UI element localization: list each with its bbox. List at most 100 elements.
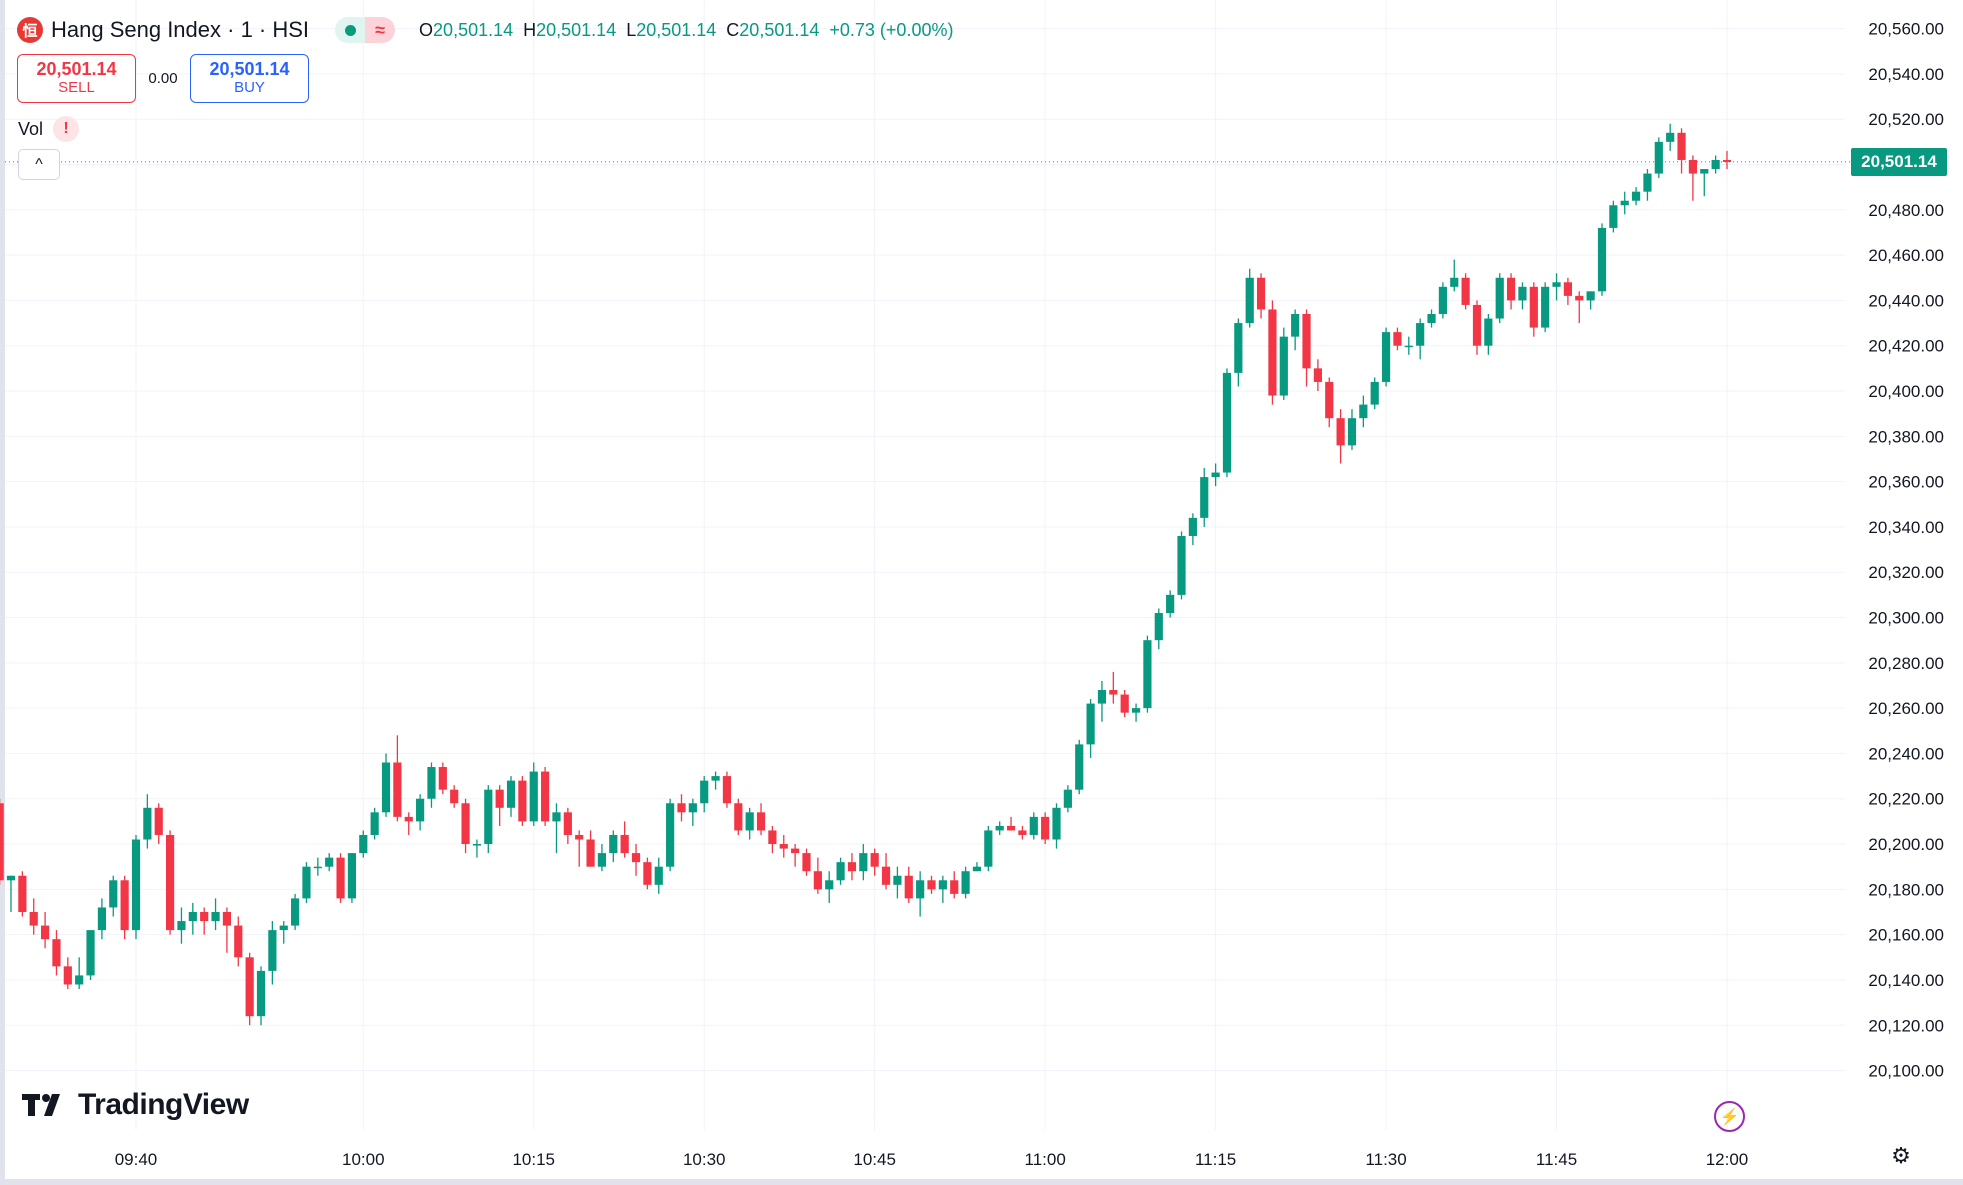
candle[interactable] (1234, 318, 1243, 387)
candle[interactable] (1722, 150, 1732, 170)
candle[interactable] (756, 803, 766, 835)
candle[interactable] (1154, 608, 1163, 650)
candle[interactable] (984, 825, 993, 872)
candle[interactable] (1484, 313, 1493, 355)
candle[interactable] (972, 862, 982, 872)
candle[interactable] (597, 844, 607, 872)
candle[interactable] (938, 875, 947, 903)
candle[interactable] (427, 762, 436, 808)
candle[interactable] (200, 907, 209, 935)
candle[interactable] (393, 735, 402, 822)
candle[interactable] (109, 875, 118, 917)
candle[interactable] (1131, 703, 1141, 722)
candle[interactable] (950, 871, 959, 899)
candle[interactable] (461, 798, 470, 854)
candle[interactable] (575, 830, 584, 867)
candle[interactable] (188, 902, 197, 935)
candle[interactable] (1302, 309, 1311, 387)
candle[interactable] (654, 857, 663, 894)
last-price-label[interactable]: 20,501.14 (1851, 147, 1947, 176)
candle[interactable] (1552, 273, 1561, 301)
candle[interactable] (847, 853, 857, 881)
candle[interactable] (256, 966, 266, 1026)
candle[interactable] (1291, 309, 1300, 351)
candle[interactable] (450, 785, 459, 808)
candle[interactable] (1416, 318, 1425, 360)
candle[interactable] (268, 921, 277, 985)
candle[interactable] (404, 812, 413, 835)
candle[interactable] (313, 857, 322, 876)
sell-button[interactable]: 20,501.14 SELL (17, 54, 136, 103)
symbol-title[interactable]: Hang Seng Index · 1 · HSI (51, 17, 310, 42)
candles[interactable] (0, 123, 1732, 1026)
candle[interactable] (1256, 273, 1266, 319)
candle[interactable] (222, 907, 232, 953)
candle[interactable] (1688, 155, 1697, 201)
candle[interactable] (1631, 187, 1641, 206)
candle[interactable] (1563, 277, 1572, 305)
candle[interactable] (86, 930, 95, 980)
candle[interactable] (881, 853, 891, 890)
candle[interactable] (1666, 123, 1675, 151)
candle[interactable] (518, 776, 527, 826)
market-open-dot-icon[interactable] (335, 17, 366, 43)
candle[interactable] (745, 807, 754, 840)
candle[interactable] (1404, 336, 1413, 355)
candle[interactable] (302, 862, 311, 903)
candle[interactable] (1700, 169, 1709, 197)
collapse-indicators-button[interactable]: ^ (18, 149, 60, 180)
candle[interactable] (325, 853, 334, 872)
candle[interactable] (1086, 699, 1095, 758)
delayed-data-icon[interactable]: ≈ (365, 17, 396, 43)
candle[interactable] (779, 834, 788, 858)
candle[interactable] (1109, 671, 1118, 704)
candle[interactable] (722, 771, 732, 808)
candle[interactable] (1575, 291, 1584, 324)
candle[interactable] (802, 848, 811, 876)
candle[interactable] (1643, 169, 1652, 201)
candle[interactable] (1472, 300, 1482, 355)
market-status[interactable]: ≈ (335, 17, 396, 43)
candle[interactable] (1325, 377, 1334, 428)
candle[interactable] (1541, 282, 1550, 333)
candle[interactable] (916, 871, 925, 917)
candle[interactable] (166, 830, 175, 935)
candle[interactable] (143, 794, 152, 849)
candle[interactable] (711, 771, 720, 790)
candle[interactable] (506, 776, 516, 817)
candle[interactable] (1336, 409, 1345, 464)
candle[interactable] (1359, 395, 1368, 428)
candle[interactable] (609, 830, 618, 863)
candle[interactable] (279, 921, 288, 944)
candle[interactable] (666, 798, 675, 872)
candle[interactable] (1654, 137, 1663, 179)
candle[interactable] (1529, 282, 1538, 337)
candle[interactable] (768, 825, 777, 854)
candle[interactable] (1120, 690, 1129, 718)
candle[interactable] (1461, 273, 1470, 310)
candle[interactable] (438, 762, 447, 795)
candle[interactable] (700, 776, 709, 813)
tradingview-logo[interactable]: TradingView (22, 1088, 249, 1122)
candle[interactable] (97, 898, 106, 940)
candle[interactable] (1597, 223, 1607, 296)
candle[interactable] (1677, 128, 1686, 174)
candle[interactable] (1222, 368, 1232, 478)
candle[interactable] (904, 866, 913, 903)
candle[interactable] (791, 844, 800, 867)
lightning-icon[interactable]: ⚡ (1714, 1101, 1745, 1132)
candle[interactable] (347, 853, 357, 903)
candle[interactable] (1268, 300, 1277, 405)
symbol-legend[interactable]: 恒 Hang Seng Index · 1 · HSI ≈ O20,501.14… (17, 14, 953, 46)
candle[interactable] (211, 898, 220, 931)
candle[interactable] (1018, 825, 1027, 840)
candle[interactable] (6, 875, 16, 912)
candle[interactable] (154, 803, 163, 845)
candle[interactable] (552, 803, 561, 854)
candle[interactable] (359, 830, 368, 858)
candle[interactable] (1506, 273, 1516, 310)
candle[interactable] (995, 821, 1004, 835)
candle[interactable] (825, 871, 834, 903)
candle[interactable] (1518, 282, 1527, 310)
